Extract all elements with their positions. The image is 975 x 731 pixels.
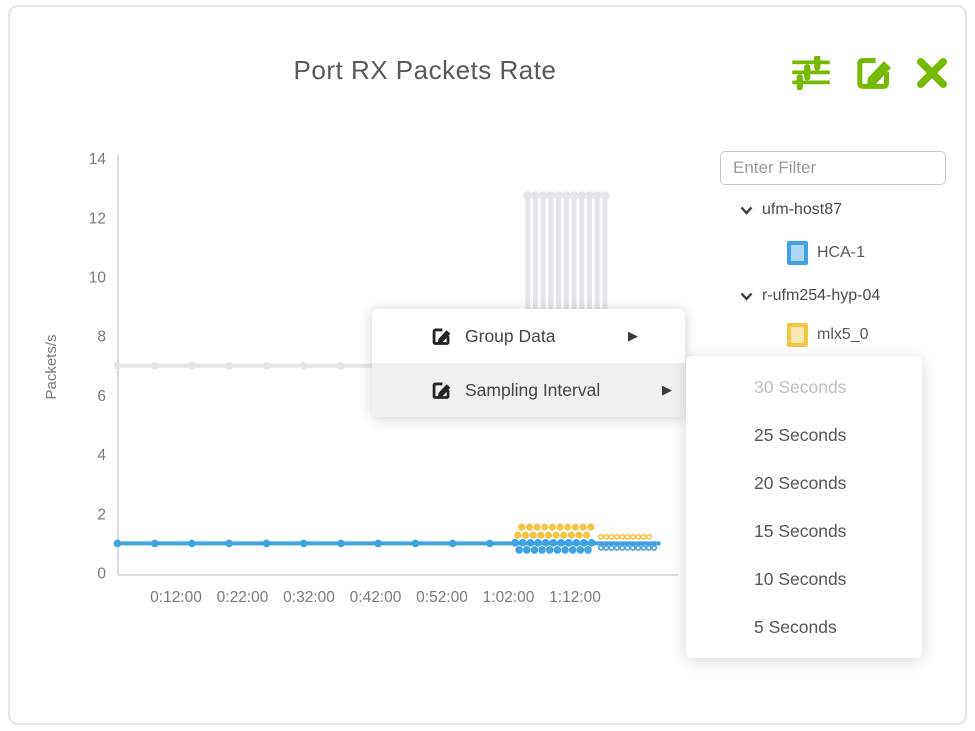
chevron-down-icon[interactable] xyxy=(740,206,753,215)
submenu-item-20s[interactable]: 20 Seconds xyxy=(754,473,847,493)
submenu-item-15s[interactable]: 15 Seconds xyxy=(754,521,847,541)
chevron-down-icon[interactable] xyxy=(740,292,753,301)
svg-text:12: 12 xyxy=(89,210,106,227)
sampling-interval-submenu: 30 Seconds 25 Seconds 20 Seconds 15 Seco… xyxy=(686,356,922,658)
submenu-item-25s[interactable]: 25 Seconds xyxy=(754,425,847,445)
submenu-item-10s[interactable]: 10 Seconds xyxy=(754,569,847,589)
tree-node-label: ufm-host87 xyxy=(762,201,843,218)
header-toolbar xyxy=(791,53,947,93)
svg-text:0: 0 xyxy=(97,566,106,583)
menu-item-group-data[interactable]: Group Data ▶ xyxy=(372,309,685,363)
menu-item-sampling-interval[interactable]: Sampling Interval ▶ xyxy=(372,363,685,417)
submenu-arrow-icon: ▶ xyxy=(628,328,638,343)
svg-text:10: 10 xyxy=(89,270,107,287)
context-menu: Group Data ▶ Sampling Interval ▶ xyxy=(372,309,685,417)
widget-card: Port RX Packets Rate 0 2 4 6 8 10 12 14 xyxy=(8,5,967,725)
svg-text:0:52:00: 0:52:00 xyxy=(416,589,468,606)
close-icon[interactable] xyxy=(917,58,947,88)
svg-text:0:12:00: 0:12:00 xyxy=(150,589,202,606)
svg-text:4: 4 xyxy=(97,447,106,464)
svg-text:1:12:00: 1:12:00 xyxy=(549,589,601,606)
submenu-arrow-icon: ▶ xyxy=(662,382,672,397)
svg-text:14: 14 xyxy=(89,151,107,168)
tree-node-label: r-ufm254-hyp-04 xyxy=(762,287,881,304)
edit-icon xyxy=(431,326,452,347)
sliders-filter-icon[interactable] xyxy=(791,56,831,90)
menu-item-label: Sampling Interval xyxy=(465,379,601,400)
tree-leaf-mlx5[interactable]: mlx5_0 xyxy=(787,323,869,347)
tree-leaf-label: mlx5_0 xyxy=(817,326,869,343)
series-swatch-mlx5[interactable] xyxy=(787,323,808,347)
page-title: Port RX Packets Rate xyxy=(293,55,557,85)
svg-text:0:42:00: 0:42:00 xyxy=(350,589,402,606)
svg-text:0:32:00: 0:32:00 xyxy=(283,589,335,606)
tree-node-host-1[interactable]: ufm-host87 xyxy=(740,201,842,219)
svg-text:6: 6 xyxy=(97,388,106,405)
edit-icon xyxy=(431,380,452,401)
filter-input[interactable] xyxy=(720,151,946,185)
tree-node-host-2[interactable]: r-ufm254-hyp-04 xyxy=(740,287,880,305)
tree-leaf-label: HCA-1 xyxy=(817,244,866,261)
svg-text:1:02:00: 1:02:00 xyxy=(483,589,535,606)
svg-text:8: 8 xyxy=(97,329,106,346)
series-swatch-hca1[interactable] xyxy=(787,241,808,265)
svg-text:2: 2 xyxy=(97,506,106,523)
tree-leaf-hca1[interactable]: HCA-1 xyxy=(787,241,865,265)
submenu-item-30s[interactable]: 30 Seconds xyxy=(754,377,847,397)
submenu-item-5s[interactable]: 5 Seconds xyxy=(754,617,837,637)
svg-text:Packets/s: Packets/s xyxy=(43,334,60,399)
edit-icon[interactable] xyxy=(853,53,895,93)
menu-item-label: Group Data xyxy=(465,325,556,346)
svg-text:0:22:00: 0:22:00 xyxy=(217,589,269,606)
